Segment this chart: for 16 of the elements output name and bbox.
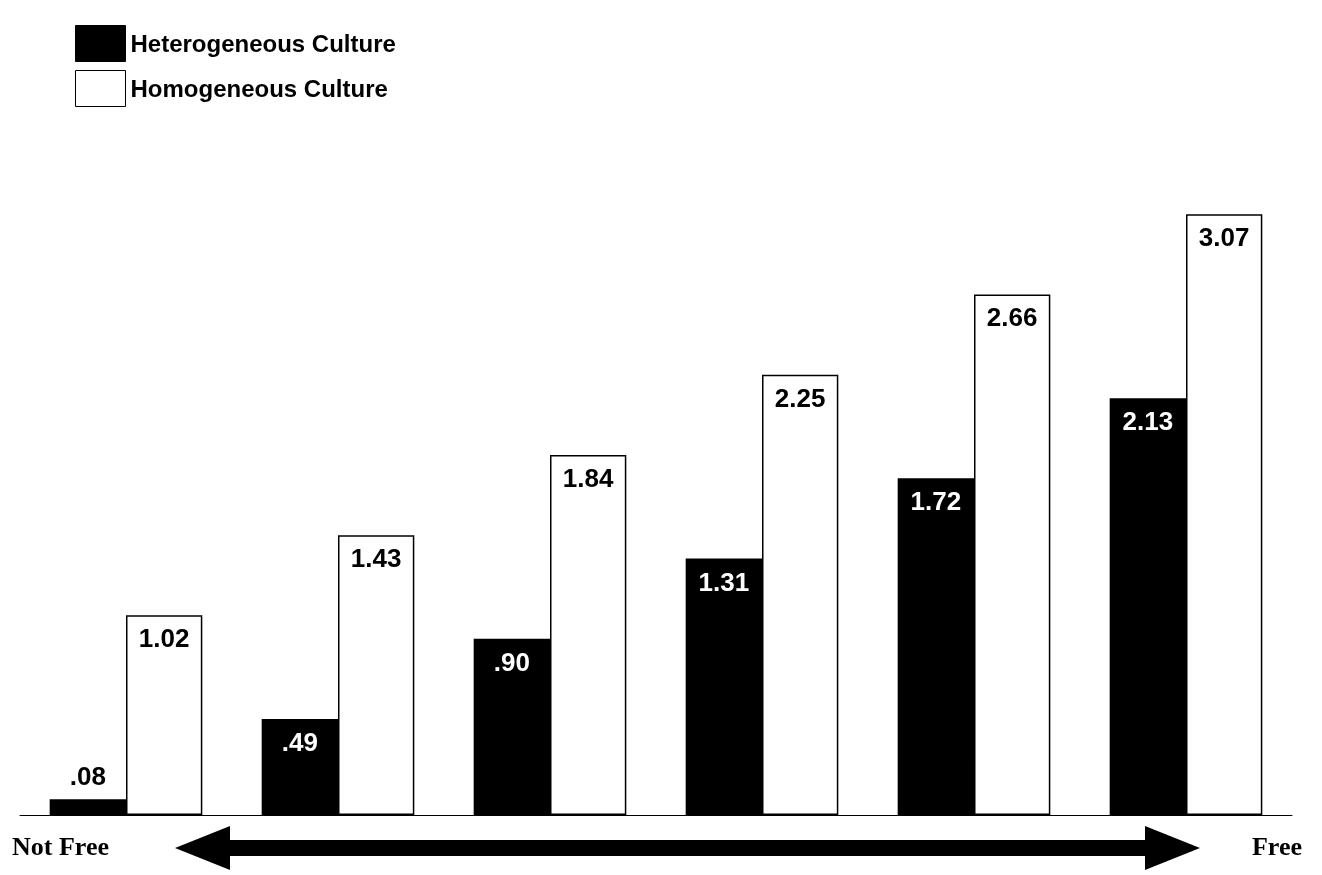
legend-label: Homogeneous Culture <box>130 75 388 102</box>
data-label: 3.07 <box>1198 222 1250 253</box>
legend-label: Heterogeneous Culture <box>130 30 396 57</box>
data-label: 1.31 <box>698 566 750 597</box>
text: Not Free <box>12 832 109 862</box>
data-label: 2.13 <box>1122 406 1174 437</box>
data-label: .08 <box>69 761 106 792</box>
data-label: 1.84 <box>562 462 614 493</box>
data-label: 1.02 <box>138 623 190 654</box>
data-label: 1.43 <box>350 543 402 574</box>
data-label: 2.66 <box>986 302 1038 333</box>
text: Free <box>1251 832 1302 862</box>
data-label: 2.25 <box>774 382 826 413</box>
data-label: .49 <box>281 727 318 758</box>
data-label: 1.72 <box>910 486 962 517</box>
data-label: .90 <box>493 646 530 677</box>
